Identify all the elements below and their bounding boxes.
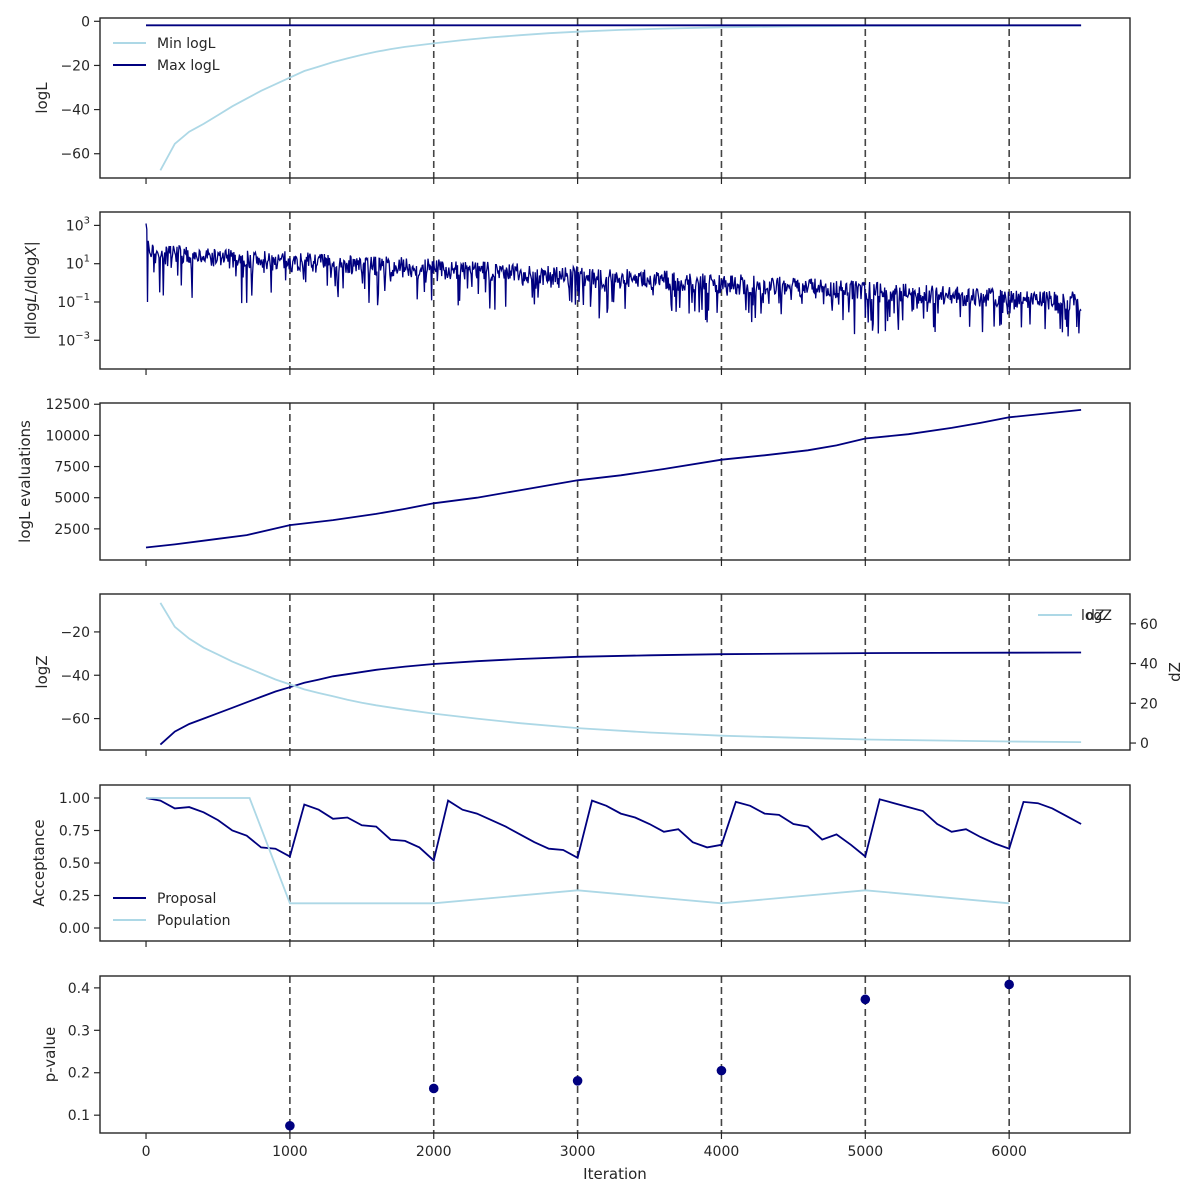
y2-tick-label: 60	[1140, 617, 1158, 633]
panel-frame	[99, 402, 1131, 561]
y-axis-label: |dlogL/dlogX|	[22, 241, 40, 340]
y-tick-label: −40	[60, 668, 90, 684]
panel-acceptance: 1.00 0.75 0.50 0.25 0.00 Acceptance Proposal Po…	[30, 784, 1131, 947]
series-line-gradient	[145, 223, 1082, 337]
data-point	[716, 1065, 727, 1076]
x-tick-label: 3000	[560, 1144, 596, 1160]
y-tick-label: 0.25	[59, 889, 90, 905]
plot-area-evals	[145, 409, 1082, 549]
data-point	[860, 994, 871, 1005]
y-tick-label: 0.4	[68, 981, 90, 997]
x-axis-label: Iteration	[583, 1165, 647, 1183]
y-axis-label: Acceptance	[30, 819, 48, 906]
panel-frame	[99, 17, 1131, 179]
y-tick-label: 5000	[54, 491, 90, 507]
plot-area-pvalue	[285, 979, 1014, 1131]
y-tick-label: −60	[60, 712, 90, 728]
series-line-proposal	[145, 797, 1082, 863]
x-tick-label: 5000	[847, 1144, 883, 1160]
plot-area-dlogl	[145, 223, 1082, 337]
series-line-evals	[145, 409, 1082, 549]
y-axis-label: logL	[33, 82, 51, 114]
y-tick-label: 0.00	[59, 921, 90, 937]
y2-tick-label: 0	[1140, 736, 1149, 752]
series-line-dz	[159, 602, 1082, 743]
y-tick-label: −60	[60, 147, 90, 163]
y-tick-label: −20	[60, 625, 90, 641]
y-axis-label: logZ	[33, 655, 51, 688]
plot-area-logz	[159, 602, 1082, 746]
y-tick-label: 10−3	[57, 330, 90, 349]
y2-tick-label: 40	[1140, 657, 1158, 673]
x-tick-label: 1000	[272, 1144, 308, 1160]
legend-label: Max logL	[157, 58, 220, 74]
series-line-min-logl	[159, 24, 1082, 171]
y-tick-label: 7500	[54, 460, 90, 476]
y-tick-label: −20	[60, 58, 90, 74]
y-tick-label: 1.00	[59, 791, 90, 807]
series-line-logz	[159, 651, 1082, 746]
panel-frame	[99, 593, 1131, 751]
y-tick-label: 0.3	[68, 1023, 90, 1039]
y-tick-label: −40	[60, 103, 90, 119]
panel-evals: 2500 5000 7500 10000 12500 logL evaluations	[16, 397, 1131, 566]
y-tick-label: 0.2	[68, 1066, 90, 1082]
legend-acceptance: Proposal Population	[113, 891, 231, 929]
y-tick-label: 10−1	[57, 292, 90, 311]
legend-logl: Min logL Max logL	[113, 36, 220, 74]
y-tick-label: 0.75	[59, 824, 90, 840]
data-point	[1004, 979, 1014, 990]
y-tick-label: 0.50	[59, 856, 90, 872]
data-point	[428, 1083, 439, 1094]
plot-area-acceptance	[145, 797, 1082, 905]
y2-tick-label: 20	[1140, 696, 1158, 712]
legend-label: Proposal	[157, 891, 216, 907]
y-tick-label: 0.1	[68, 1108, 90, 1124]
data-point	[285, 1120, 295, 1131]
legend-label: logZ	[1081, 608, 1112, 624]
panel-dlogl: 103 101 10−1 10−3 |dlogL/dlogX|	[22, 211, 1131, 375]
panel-logl: 0 −20 −40 −60 logL Min logL Max logL	[33, 14, 1131, 184]
y2-axis-label: dZ	[1166, 662, 1184, 682]
data-point	[572, 1076, 583, 1086]
y-tick-label: 12500	[45, 397, 90, 413]
panel-frame	[99, 975, 1131, 1134]
series-line-population	[146, 797, 1010, 905]
x-tick-label: 2000	[416, 1144, 452, 1160]
x-tick-label: 6000	[991, 1144, 1027, 1160]
y-tick-label: 2500	[54, 522, 90, 538]
panel-frame	[99, 211, 1131, 370]
legend-label: dZ	[1086, 608, 1104, 624]
x-tick-label: 4000	[704, 1144, 740, 1160]
y-tick-label: 0	[81, 14, 90, 30]
y-axis-label: p-value	[41, 1027, 59, 1083]
y-tick-label: 10000	[45, 428, 90, 444]
legend-label: Population	[157, 913, 231, 929]
legend-label: Min logL	[157, 36, 216, 52]
plot-area-logl	[146, 24, 1082, 171]
panel-pvalue: 0.4 0.3 0.2 0.1 0 1000 2000 3000 4000 5000 6000 Ite…	[41, 975, 1131, 1183]
y-tick-label: 103	[66, 215, 90, 234]
x-tick-label: 0	[142, 1144, 151, 1160]
y-tick-label: 101	[66, 254, 90, 273]
y-axis-label: logL evaluations	[16, 420, 34, 543]
